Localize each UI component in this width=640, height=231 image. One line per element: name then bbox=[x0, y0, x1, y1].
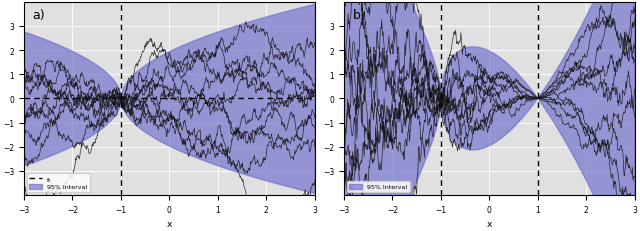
X-axis label: x: x bbox=[486, 219, 492, 228]
X-axis label: x: x bbox=[166, 219, 172, 228]
Text: a): a) bbox=[33, 9, 45, 21]
Text: b): b) bbox=[353, 9, 365, 21]
Legend: 95% Interval: 95% Interval bbox=[347, 181, 410, 192]
f₀ bbox=[165, 97, 173, 100]
Legend: f₀, 95% Interval: f₀, 95% Interval bbox=[27, 174, 90, 192]
f₀ bbox=[214, 97, 221, 100]
